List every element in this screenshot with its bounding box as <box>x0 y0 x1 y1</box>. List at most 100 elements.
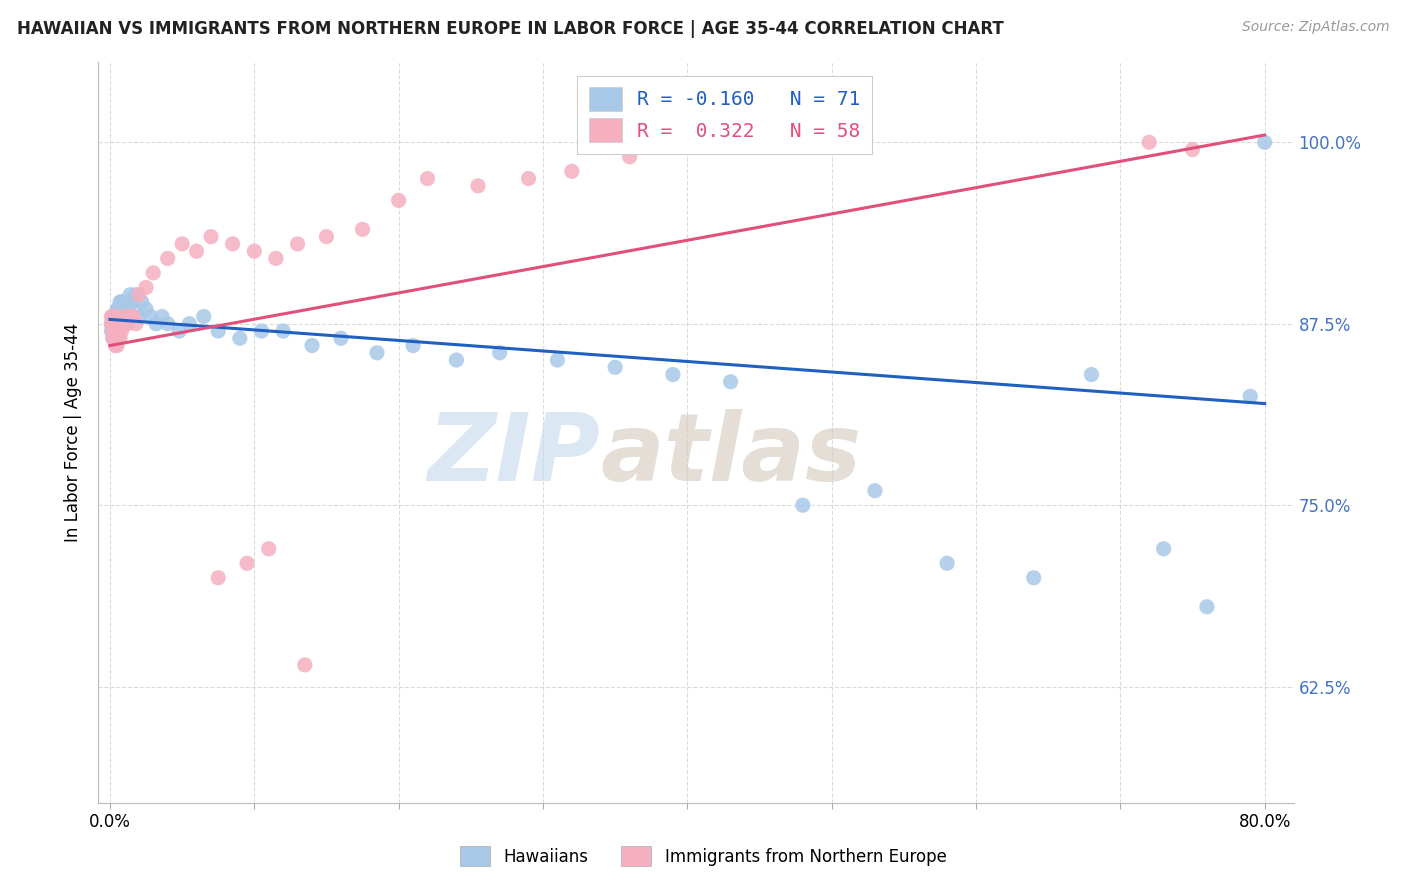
Point <box>100 317 122 331</box>
Point <box>315 229 337 244</box>
Point <box>122 295 145 310</box>
Point <box>120 287 142 301</box>
Point <box>110 324 132 338</box>
Point <box>243 244 266 259</box>
Point <box>108 302 131 317</box>
Point <box>936 556 959 570</box>
Point <box>101 324 124 338</box>
Point <box>156 317 179 331</box>
Point <box>135 280 157 294</box>
Point <box>186 244 208 259</box>
Point <box>142 266 165 280</box>
Point <box>107 324 129 338</box>
Point <box>301 338 323 352</box>
Point <box>416 171 439 186</box>
Point <box>100 324 122 338</box>
Point <box>105 324 128 338</box>
Point <box>107 302 129 317</box>
Point <box>120 310 142 324</box>
Point <box>1253 136 1275 150</box>
Point <box>207 571 229 585</box>
Point <box>103 331 125 345</box>
Point <box>221 236 243 251</box>
Point <box>104 331 127 345</box>
Point <box>662 368 685 382</box>
Point <box>112 295 135 310</box>
Point <box>125 317 148 331</box>
Point <box>118 295 141 310</box>
Point <box>287 236 309 251</box>
Point <box>104 317 127 331</box>
Point <box>105 317 128 331</box>
Point <box>131 295 153 310</box>
Point <box>150 310 173 324</box>
Point <box>167 324 190 338</box>
Point <box>1080 368 1102 382</box>
Point <box>229 331 252 345</box>
Text: atlas: atlas <box>600 409 862 500</box>
Point <box>294 657 316 672</box>
Text: HAWAIIAN VS IMMIGRANTS FROM NORTHERN EUROPE IN LABOR FORCE | AGE 35-44 CORRELATI: HAWAIIAN VS IMMIGRANTS FROM NORTHERN EUR… <box>17 20 1004 37</box>
Point <box>105 338 128 352</box>
Point <box>128 287 150 301</box>
Point <box>179 317 201 331</box>
Point <box>101 317 124 331</box>
Point <box>172 236 194 251</box>
Point <box>108 317 131 331</box>
Point <box>156 252 179 266</box>
Point <box>108 331 131 345</box>
Point <box>101 317 124 331</box>
Point <box>128 310 150 324</box>
Point <box>108 317 131 331</box>
Point <box>792 498 814 512</box>
Text: ZIP: ZIP <box>427 409 600 500</box>
Point <box>446 353 468 368</box>
Point <box>100 310 122 324</box>
Point <box>271 324 294 338</box>
Point <box>103 324 125 338</box>
Point <box>111 295 134 310</box>
Point <box>104 317 127 331</box>
Point <box>121 295 143 310</box>
Point <box>103 331 125 345</box>
Point <box>105 331 128 345</box>
Point <box>115 317 138 331</box>
Point <box>352 222 374 236</box>
Point <box>103 317 125 331</box>
Point <box>112 302 135 317</box>
Point <box>1137 136 1160 150</box>
Point <box>145 317 167 331</box>
Point <box>720 375 742 389</box>
Point <box>111 317 134 331</box>
Point <box>107 317 129 331</box>
Point <box>111 302 134 317</box>
Point <box>517 171 540 186</box>
Point <box>135 302 157 317</box>
Point <box>117 317 139 331</box>
Point <box>546 353 568 368</box>
Point <box>402 338 425 352</box>
Point <box>103 317 125 331</box>
Point <box>1022 571 1045 585</box>
Point <box>107 310 129 324</box>
Point <box>110 310 132 324</box>
Point <box>193 310 215 324</box>
Point <box>1153 541 1175 556</box>
Point <box>103 324 125 338</box>
Point <box>236 556 259 570</box>
Point <box>107 324 129 338</box>
Point <box>200 229 222 244</box>
Legend: R = -0.160   N = 71, R =  0.322   N = 58: R = -0.160 N = 71, R = 0.322 N = 58 <box>578 76 872 153</box>
Y-axis label: In Labor Force | Age 35-44: In Labor Force | Age 35-44 <box>65 323 83 542</box>
Point <box>101 331 124 345</box>
Point <box>104 338 127 352</box>
Point <box>561 164 583 178</box>
Point <box>103 310 125 324</box>
Point <box>467 178 489 193</box>
Point <box>112 310 135 324</box>
Point <box>1181 143 1204 157</box>
Point <box>101 331 124 345</box>
Point <box>139 310 162 324</box>
Point <box>250 324 273 338</box>
Point <box>108 295 131 310</box>
